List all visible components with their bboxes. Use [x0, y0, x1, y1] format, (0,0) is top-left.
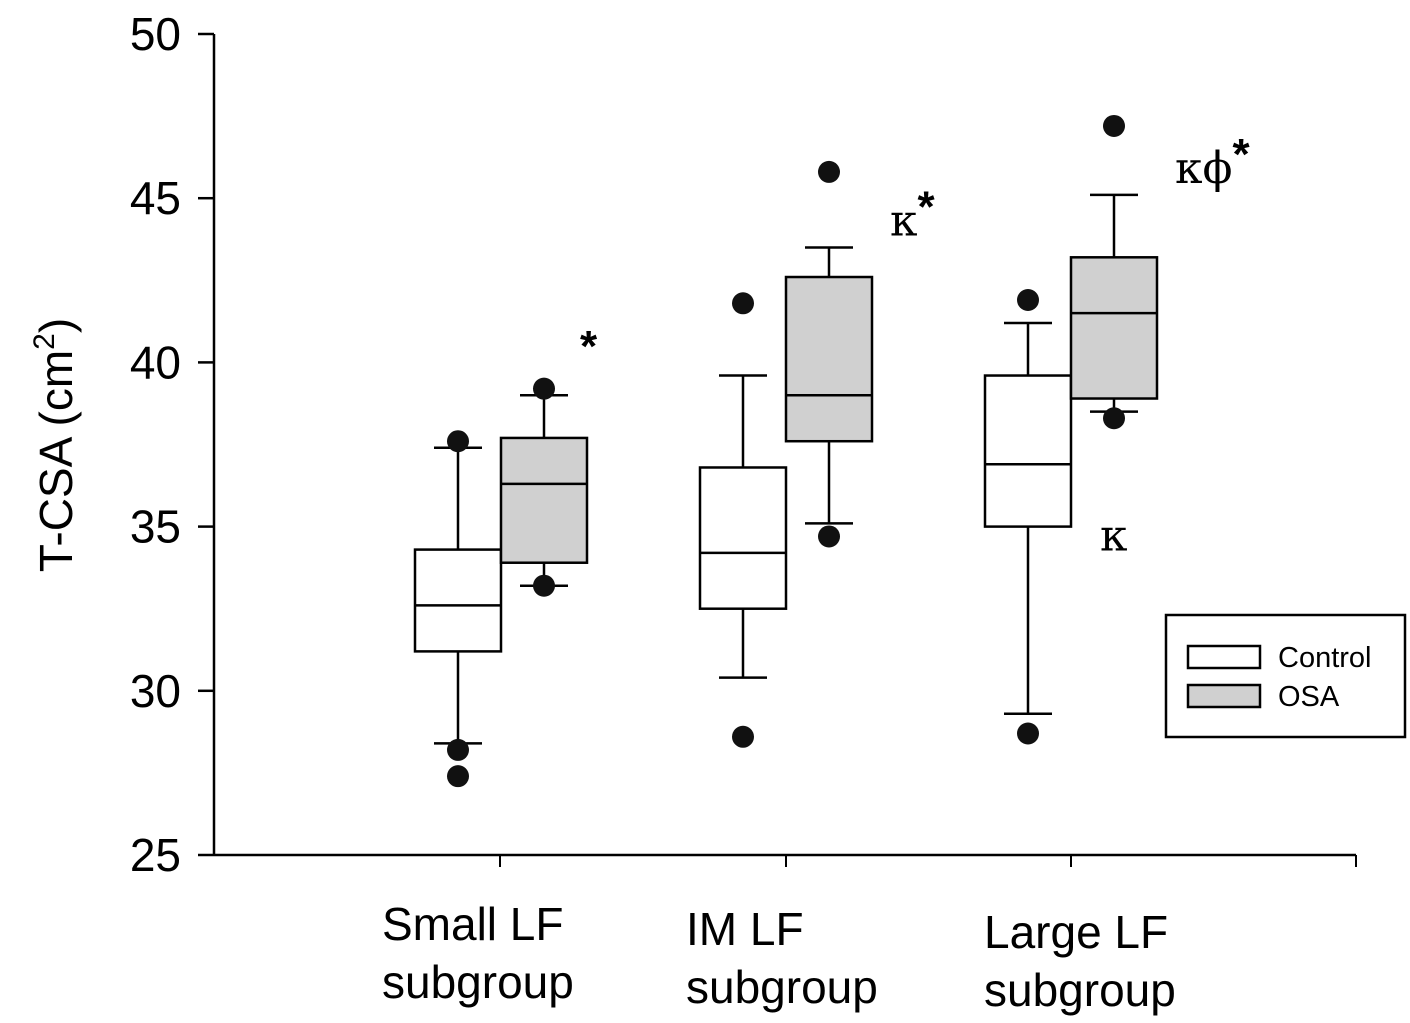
box-iqr: [698, 466, 788, 610]
outlier-point: [732, 725, 754, 748]
box-iqr: [1069, 256, 1159, 400]
annotation-symbol: κ: [890, 195, 918, 246]
significance-annotation: κ: [1100, 511, 1128, 562]
x-axis: Small LF subgroup IM LF subgroup Large LF sub…: [214, 853, 1357, 1016]
y-tick-label: 50: [130, 8, 181, 60]
legend-swatch-osa: [1186, 683, 1262, 709]
y-tick-label: 30: [130, 665, 181, 717]
outlier-point: [732, 292, 754, 315]
significance-annotation: *: [580, 322, 598, 371]
box-iqr: [983, 374, 1073, 528]
x-category-label: Large LF subgroup: [984, 906, 1176, 1016]
x-category-label-line: subgroup: [686, 961, 878, 1013]
y-tick-label: 35: [130, 501, 181, 553]
y-axis-label-text: T-CSA (cm: [30, 350, 82, 572]
legend-label-control: Control: [1278, 642, 1372, 674]
significance-annotation: κϕ*: [1175, 130, 1251, 194]
outlier-point: [533, 574, 555, 597]
x-category-label: IM LF subgroup: [686, 903, 878, 1013]
outlier-point: [533, 377, 555, 400]
outlier-point: [1017, 722, 1039, 745]
outlier-point: [1017, 289, 1039, 312]
y-axis: 25 30 35 40 45 50: [130, 8, 216, 881]
box-iqr: [784, 275, 874, 443]
outlier-point: [447, 738, 469, 761]
outlier-point: [818, 525, 840, 548]
annotation-symbol: κϕ: [1175, 143, 1233, 194]
x-category-label-line: subgroup: [984, 964, 1176, 1016]
box-control-1: [413, 430, 503, 788]
x-category-label: Small LF subgroup: [382, 898, 574, 1008]
legend: Control OSA: [1164, 613, 1407, 739]
y-tick-label: 40: [130, 336, 181, 388]
box-control-2: [698, 292, 788, 748]
annotation-star: *: [918, 182, 936, 231]
box-osa-2: κ*: [784, 160, 936, 548]
x-category-label-line: IM LF: [686, 903, 804, 955]
y-axis-label-close: ): [30, 318, 82, 333]
y-axis-label: T-CSA (cm2): [28, 318, 82, 572]
x-category-label-line: subgroup: [382, 956, 574, 1008]
box-osa-1: *: [499, 322, 598, 597]
box-plot-series: κ*κ*κϕ*: [413, 114, 1251, 788]
annotation-star: *: [580, 322, 598, 371]
x-category-label-line: Small LF: [382, 898, 563, 950]
outlier-point: [1103, 407, 1125, 430]
significance-annotation: κ*: [890, 182, 936, 246]
y-axis-label-superscript: 2: [28, 333, 61, 350]
box-osa-3: κϕ*: [1069, 114, 1251, 430]
annotation-star: *: [1233, 130, 1251, 179]
legend-swatch-control: [1186, 644, 1262, 670]
y-tick-label: 45: [130, 172, 181, 224]
box-iqr: [413, 548, 503, 653]
y-tick-label: 25: [130, 829, 181, 881]
x-category-label-line: Large LF: [984, 906, 1168, 958]
box-control-3: κ: [983, 289, 1128, 745]
outlier-point: [1103, 114, 1125, 137]
legend-label-osa: OSA: [1278, 681, 1340, 713]
outlier-point: [447, 430, 469, 453]
legend-frame: [1164, 613, 1407, 739]
outlier-point: [447, 765, 469, 788]
box-iqr: [499, 436, 589, 564]
outlier-point: [818, 160, 840, 183]
